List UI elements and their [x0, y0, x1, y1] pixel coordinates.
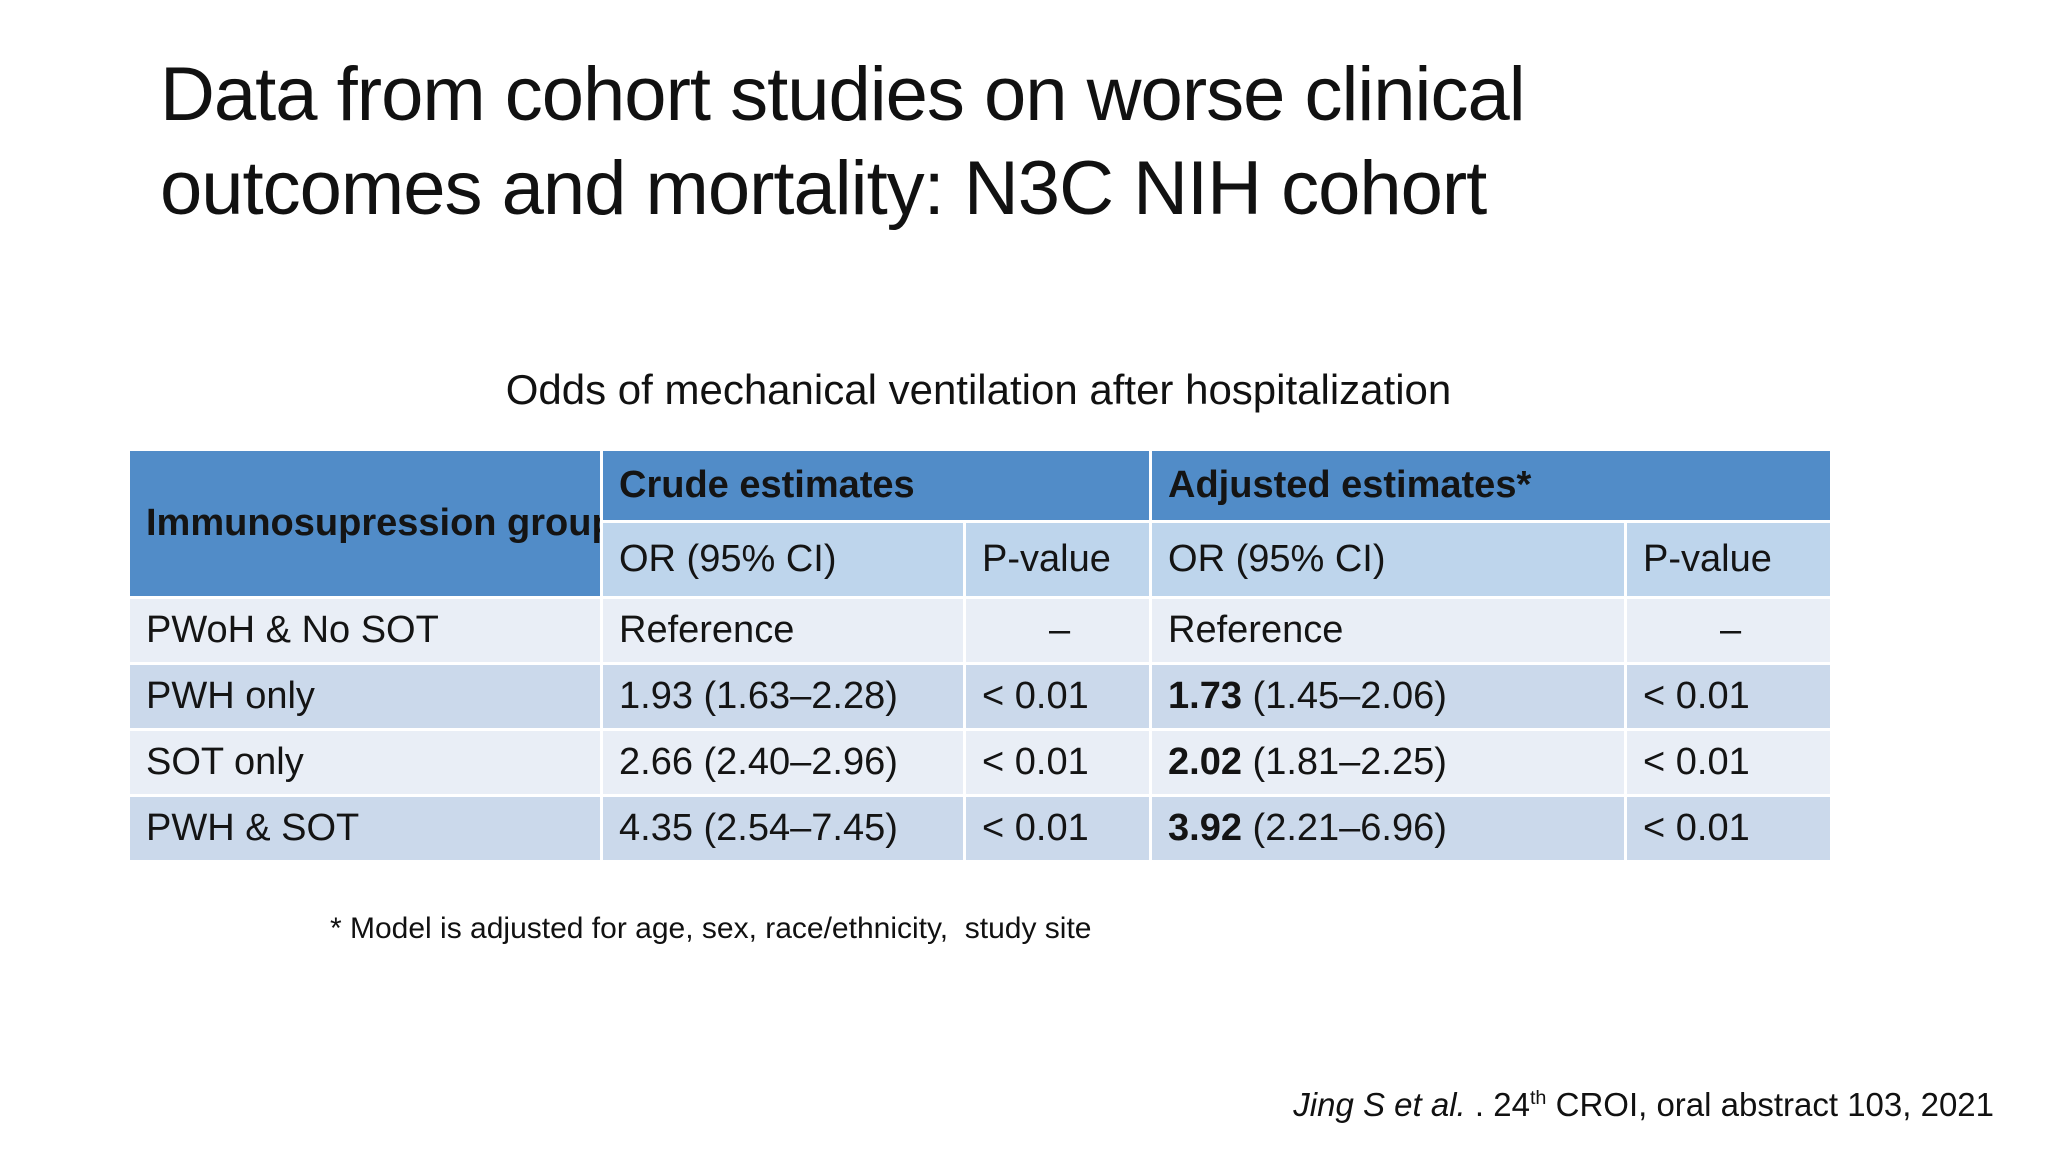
table-caption: Odds of mechanical ventilation after hos… — [505, 366, 1452, 413]
cell-crude-or: Reference — [600, 596, 966, 665]
adjusted-or-value: 1.73 — [1168, 675, 1242, 717]
cell-crude-or: 2.66 (2.40–2.96) — [600, 728, 966, 797]
slide-title-line2: outcomes and mortality: N3C NIH cohort — [160, 146, 1487, 232]
cell-group: PWH & SOT — [127, 794, 603, 863]
model-footnote: * Model is adjusted for age, sex, race/e… — [330, 912, 1092, 945]
slide-title-line1: Data from cohort studies on worse clinic… — [160, 52, 1526, 137]
header-adjusted-estimates: Adjusted estimates* — [1149, 448, 1834, 523]
cell-adjusted-pvalue: < 0.01 — [1624, 662, 1834, 731]
table-row: PWH & SOT 4.35 (2.54–7.45) < 0.01 3.92 (… — [127, 794, 1834, 863]
cell-adjusted-pvalue: – — [1624, 596, 1834, 665]
table-row: SOT only 2.66 (2.40–2.96) < 0.01 2.02 (1… — [127, 728, 1834, 797]
cell-adjusted-pvalue: < 0.01 — [1624, 728, 1834, 797]
cell-crude-pvalue: – — [962, 596, 1153, 665]
slide-title: Data from cohort studies on worse clinic… — [160, 48, 1920, 236]
subheader-adjusted-or: OR (95% CI) — [1149, 520, 1628, 599]
adjusted-or-ci: (1.81–2.25) — [1241, 741, 1447, 783]
citation-authors: Jing S et al. — [1293, 1086, 1466, 1123]
cell-adjusted-or: 3.92 (2.21–6.96) — [1149, 794, 1628, 863]
citation-mid: . 24 — [1465, 1086, 1530, 1123]
adjusted-or-value: 2.02 — [1168, 741, 1242, 783]
header-group-column: Immunosupression groups — [127, 448, 603, 599]
cell-crude-pvalue: < 0.01 — [962, 728, 1153, 797]
table-row: PWH only 1.93 (1.63–2.28) < 0.01 1.73 (1… — [127, 662, 1834, 731]
citation-ordinal-suffix: th — [1529, 1087, 1547, 1109]
adjusted-or-ci: Reference — [1168, 609, 1344, 651]
cell-adjusted-or: Reference — [1149, 596, 1628, 665]
adjusted-or-ci: (2.21–6.96) — [1241, 807, 1447, 849]
adjusted-or-ci: (1.45–2.06) — [1241, 675, 1447, 717]
header-crude-estimates: Crude estimates — [599, 448, 1153, 523]
adjusted-or-value: 3.92 — [1168, 807, 1242, 849]
cell-group: SOT only — [127, 728, 603, 797]
results-table: Immunosupression groups Crude estimates … — [127, 448, 1834, 863]
cell-crude-pvalue: < 0.01 — [962, 794, 1153, 863]
cell-crude-or: 1.93 (1.63–2.28) — [600, 662, 966, 731]
cell-adjusted-pvalue: < 0.01 — [1624, 794, 1834, 863]
subheader-crude-or: OR (95% CI) — [600, 520, 966, 599]
subheader-crude-pvalue: P-value — [962, 520, 1153, 599]
cell-group: PWoH & No SOT — [127, 596, 603, 665]
table-header-row-sections: Immunosupression groups Crude estimates … — [127, 448, 1834, 599]
cell-group: PWH only — [127, 662, 603, 731]
cell-crude-pvalue: < 0.01 — [962, 662, 1153, 731]
table-row: PWoH & No SOT Reference – Reference – — [127, 596, 1834, 665]
subheader-adjusted-pvalue: P-value — [1624, 520, 1834, 599]
cell-adjusted-or: 2.02 (1.81–2.25) — [1149, 728, 1628, 797]
table-header-row-subheaders: OR (95% CI) P-value OR (95% CI) P-value — [129, 520, 1834, 599]
cell-adjusted-or: 1.73 (1.45–2.06) — [1149, 662, 1628, 731]
cell-crude-or: 4.35 (2.54–7.45) — [600, 794, 966, 863]
citation-rest: CROI, oral abstract 103, 2021 — [1546, 1086, 1994, 1123]
citation: Jing S et al. . 24th CROI, oral abstract… — [1293, 1086, 1994, 1124]
